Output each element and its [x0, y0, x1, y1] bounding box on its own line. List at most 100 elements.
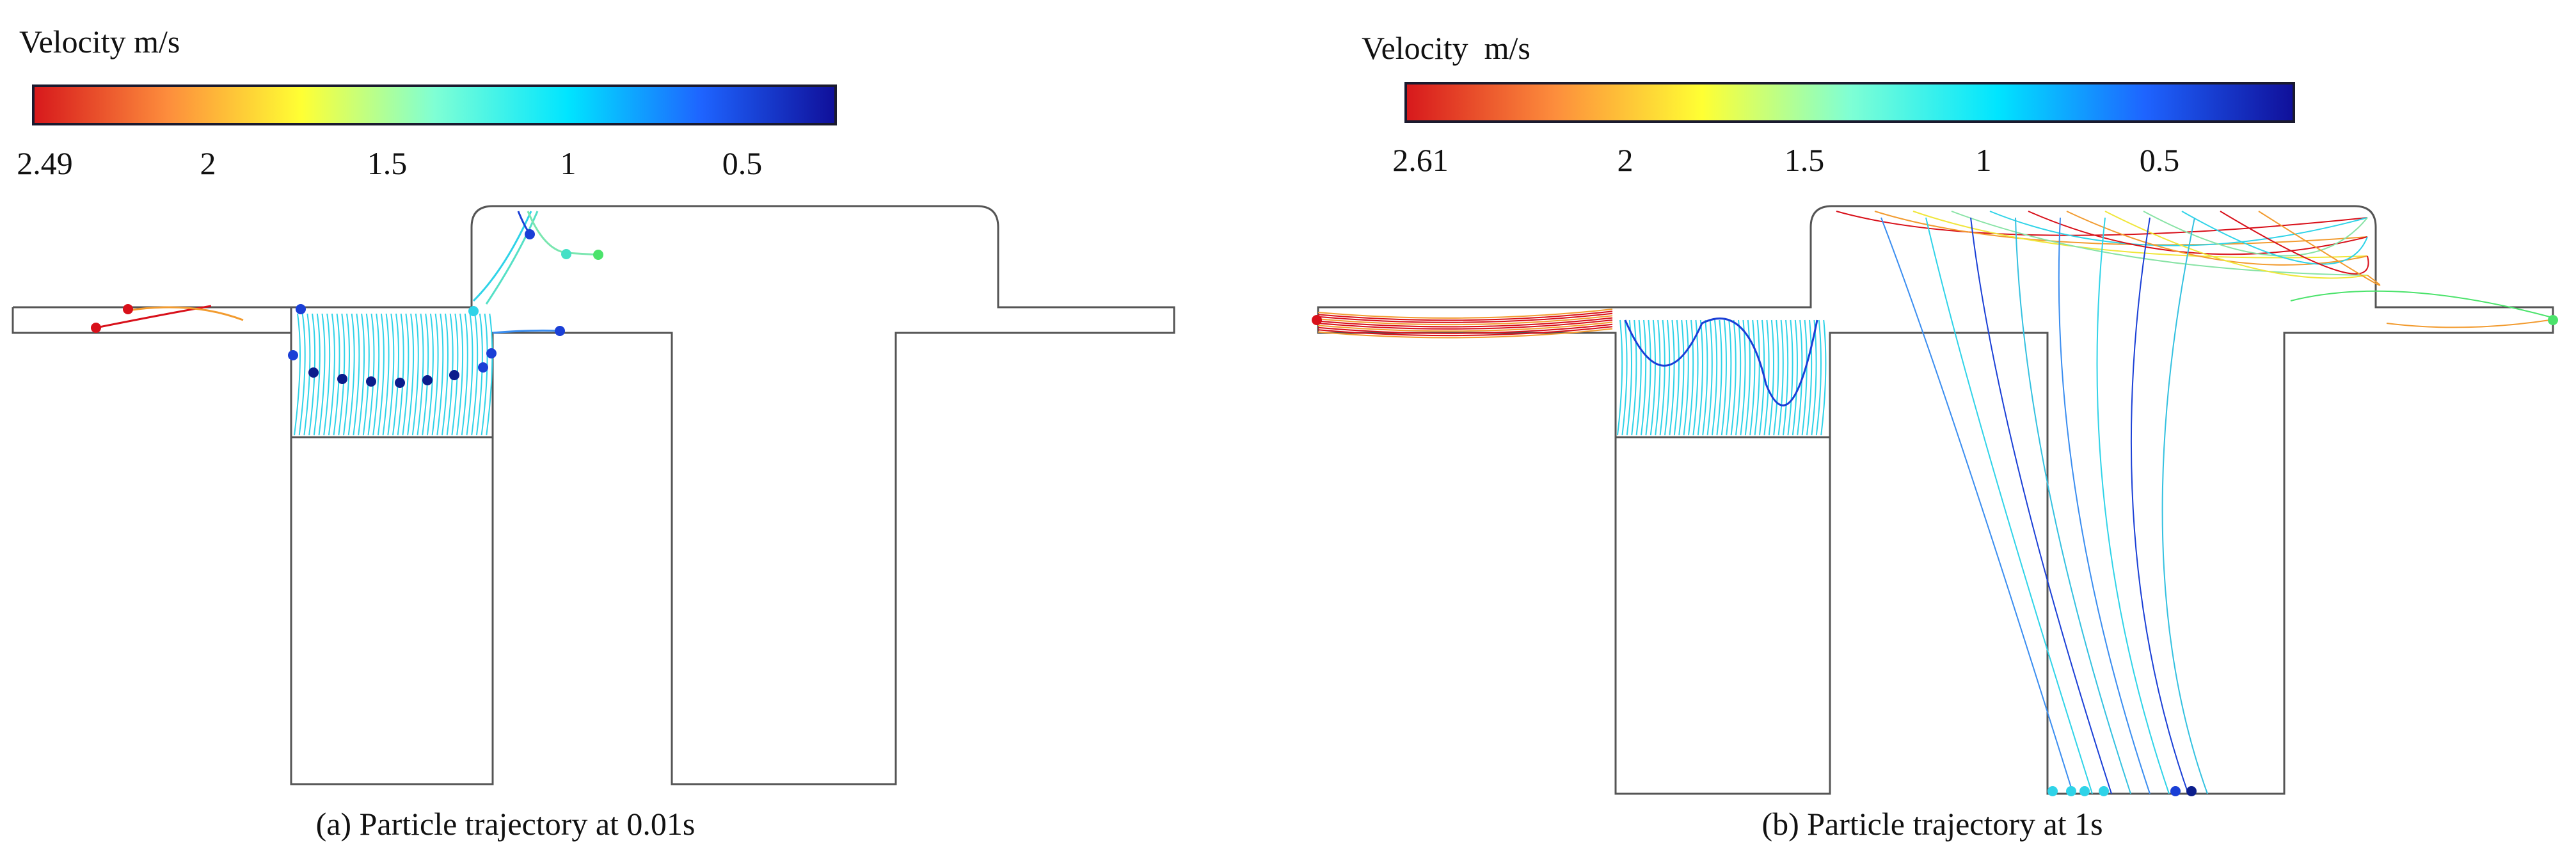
- particle-trajectory: [397, 313, 404, 436]
- particle-trajectory: [1317, 317, 1613, 328]
- particle-trajectory: [308, 313, 316, 436]
- particle-trajectory: [2096, 217, 2170, 794]
- particle-marker: [525, 229, 535, 239]
- particle-trajectory: [1317, 310, 1613, 321]
- particle-trajectory: [127, 306, 244, 321]
- particle-trajectory: [2028, 211, 2368, 255]
- particle-marker: [2047, 786, 2058, 796]
- particle-trajectory: [1697, 319, 1703, 436]
- colorbar-tick: 1.5: [1784, 142, 1825, 178]
- particle-trajectory: [1726, 319, 1732, 436]
- particle-trajectory: [1749, 319, 1756, 436]
- particle-marker: [2066, 786, 2076, 796]
- particle-trajectory: [1744, 319, 1751, 436]
- geometry-diagram-b: [1312, 205, 2558, 796]
- particle-marker: [478, 362, 488, 373]
- particle-marker: [308, 367, 319, 378]
- particle-trajectory: [527, 211, 599, 256]
- particle-marker: [296, 304, 306, 314]
- particle-trajectory: [486, 313, 493, 436]
- particle-trajectory: [431, 313, 439, 436]
- particle-trajectory: [377, 313, 385, 436]
- particle-marker: [1312, 315, 1322, 325]
- particle-trajectory: [2258, 211, 2381, 286]
- particle-trajectory: [1631, 319, 1637, 436]
- particle-trajectory: [1735, 319, 1742, 436]
- panel-b: Velocity m/s 2.61 2 1.5 1 0.5 (b) Partic…: [1305, 0, 2576, 868]
- particle-marker: [2170, 786, 2181, 796]
- particle-trajectory: [1754, 319, 1760, 436]
- colorbar-title: Velocity m/s: [1362, 30, 1530, 66]
- particle-trajectory: [1716, 319, 1722, 436]
- channel-outline: [1317, 205, 2554, 795]
- particle-trajectory: [2058, 217, 2151, 794]
- colorbar-tick: 2: [200, 145, 216, 181]
- particle-trajectory: [1624, 317, 1818, 406]
- particle-trajectory: [411, 313, 419, 436]
- particle-trajectory: [417, 313, 424, 436]
- colorbar-tick: 1: [1975, 142, 1992, 178]
- particle-trajectory: [313, 313, 321, 436]
- particle-trajectory: [367, 313, 375, 436]
- particle-trajectory: [1317, 309, 1613, 319]
- particle-marker: [486, 348, 497, 358]
- particle-marker: [2548, 315, 2558, 325]
- particle-marker: [288, 350, 298, 360]
- particle-marker: [468, 306, 479, 316]
- particle-trajectory: [318, 313, 326, 436]
- particle-trajectory: [466, 313, 473, 436]
- particle-trajectory: [1664, 319, 1671, 436]
- colorbar-title: Velocity m/s: [19, 24, 180, 60]
- particle-trajectory: [2143, 211, 2368, 257]
- particle-marker: [337, 374, 347, 384]
- particle-marker: [422, 375, 433, 385]
- particle-trajectory: [436, 313, 444, 436]
- particle-trajectory: [441, 313, 449, 436]
- particle-trajectory: [1317, 312, 1613, 323]
- particle-trajectory: [298, 313, 306, 436]
- particle-trajectory: [1669, 319, 1675, 436]
- particle-trajectory: [1673, 319, 1680, 436]
- particle-trajectory: [492, 329, 561, 334]
- particle-trajectory: [1970, 217, 2112, 794]
- particle-trajectory: [392, 313, 399, 436]
- particle-trajectory: [461, 313, 468, 436]
- particle-trajectory: [1317, 326, 1613, 337]
- particle-marker: [91, 323, 101, 333]
- colorbar: [32, 84, 837, 125]
- particle-trajectory: [1635, 319, 1642, 436]
- particle-trajectory: [1773, 319, 1779, 436]
- particle-trajectory: [2161, 217, 2208, 794]
- particle-trajectory: [328, 313, 335, 436]
- particle-trajectory: [2220, 211, 2369, 275]
- particle-trajectory: [1792, 319, 1798, 436]
- particle-trajectory: [353, 313, 360, 436]
- particle-trajectory: [1621, 319, 1628, 436]
- colorbar-tick: 0.5: [2139, 142, 2180, 178]
- particle-trajectory: [382, 313, 390, 436]
- particle-trajectory: [1777, 319, 1784, 436]
- particle-trajectory: [1678, 319, 1685, 436]
- particle-trajectory: [1836, 211, 2368, 236]
- particle-trajectory: [422, 313, 429, 436]
- particle-trajectory: [1989, 211, 2368, 246]
- particle-trajectory: [1787, 319, 1793, 436]
- particle-trajectory: [333, 313, 340, 436]
- particle-trajectory: [303, 313, 311, 436]
- particle-trajectory: [1820, 319, 1827, 436]
- particle-trajectory: [1912, 211, 2368, 259]
- colorbar-tick: 1: [560, 145, 576, 181]
- caption-b: (b) Particle trajectory at 1s: [1761, 806, 2103, 842]
- particle-trajectory: [294, 313, 301, 436]
- particle-trajectory: [387, 313, 395, 436]
- particle-trajectory: [456, 313, 464, 436]
- particle-trajectory: [1706, 319, 1713, 436]
- particle-trajectory: [446, 313, 454, 436]
- particle-trajectory: [358, 313, 365, 436]
- particle-marker: [449, 370, 459, 380]
- particle-trajectory: [1617, 319, 1623, 436]
- particle-trajectory: [1797, 319, 1803, 436]
- particle-trajectory: [2290, 290, 2550, 317]
- particle-trajectory: [1815, 319, 1822, 436]
- particle-trajectory: [1730, 319, 1737, 436]
